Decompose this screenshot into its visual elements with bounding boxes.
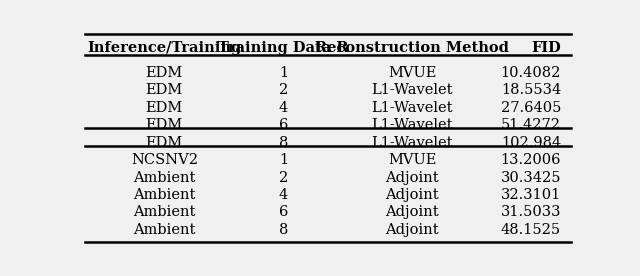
Text: 27.6405: 27.6405 bbox=[500, 101, 561, 115]
Text: 10.4082: 10.4082 bbox=[500, 66, 561, 80]
Text: 13.2006: 13.2006 bbox=[500, 153, 561, 167]
Text: Adjoint: Adjoint bbox=[385, 205, 439, 219]
Text: 31.5033: 31.5033 bbox=[500, 205, 561, 219]
Text: Ambient: Ambient bbox=[133, 171, 195, 185]
Text: 51.4272: 51.4272 bbox=[501, 118, 561, 132]
Text: Training Data R: Training Data R bbox=[218, 41, 349, 55]
Text: EDM: EDM bbox=[146, 83, 183, 97]
Text: Ambient: Ambient bbox=[133, 223, 195, 237]
Text: L1-Wavelet: L1-Wavelet bbox=[372, 101, 453, 115]
Text: 2: 2 bbox=[279, 171, 288, 185]
Text: 18.5534: 18.5534 bbox=[501, 83, 561, 97]
Text: EDM: EDM bbox=[146, 136, 183, 150]
Text: 6: 6 bbox=[278, 118, 288, 132]
Text: 30.3425: 30.3425 bbox=[500, 171, 561, 185]
Text: L1-Wavelet: L1-Wavelet bbox=[372, 118, 453, 132]
Text: Inference/Training: Inference/Training bbox=[87, 41, 241, 55]
Text: Adjoint: Adjoint bbox=[385, 171, 439, 185]
Text: 8: 8 bbox=[278, 136, 288, 150]
Text: EDM: EDM bbox=[146, 101, 183, 115]
Text: EDM: EDM bbox=[146, 118, 183, 132]
Text: Adjoint: Adjoint bbox=[385, 188, 439, 202]
Text: FID: FID bbox=[531, 41, 561, 55]
Text: EDM: EDM bbox=[146, 66, 183, 80]
Text: 1: 1 bbox=[279, 66, 288, 80]
Text: NCSNV2: NCSNV2 bbox=[131, 153, 198, 167]
Text: MVUE: MVUE bbox=[388, 153, 436, 167]
Text: Reconstruction Method: Reconstruction Method bbox=[316, 41, 509, 55]
Text: 32.3101: 32.3101 bbox=[501, 188, 561, 202]
Text: 4: 4 bbox=[279, 188, 288, 202]
Text: 8: 8 bbox=[278, 223, 288, 237]
Text: 102.984: 102.984 bbox=[501, 136, 561, 150]
Text: 6: 6 bbox=[278, 205, 288, 219]
Text: L1-Wavelet: L1-Wavelet bbox=[372, 83, 453, 97]
Text: 1: 1 bbox=[279, 153, 288, 167]
Text: 4: 4 bbox=[279, 101, 288, 115]
Text: Adjoint: Adjoint bbox=[385, 223, 439, 237]
Text: 48.1525: 48.1525 bbox=[501, 223, 561, 237]
Text: 2: 2 bbox=[279, 83, 288, 97]
Text: L1-Wavelet: L1-Wavelet bbox=[372, 136, 453, 150]
Text: MVUE: MVUE bbox=[388, 66, 436, 80]
Text: Ambient: Ambient bbox=[133, 188, 195, 202]
Text: Ambient: Ambient bbox=[133, 205, 195, 219]
